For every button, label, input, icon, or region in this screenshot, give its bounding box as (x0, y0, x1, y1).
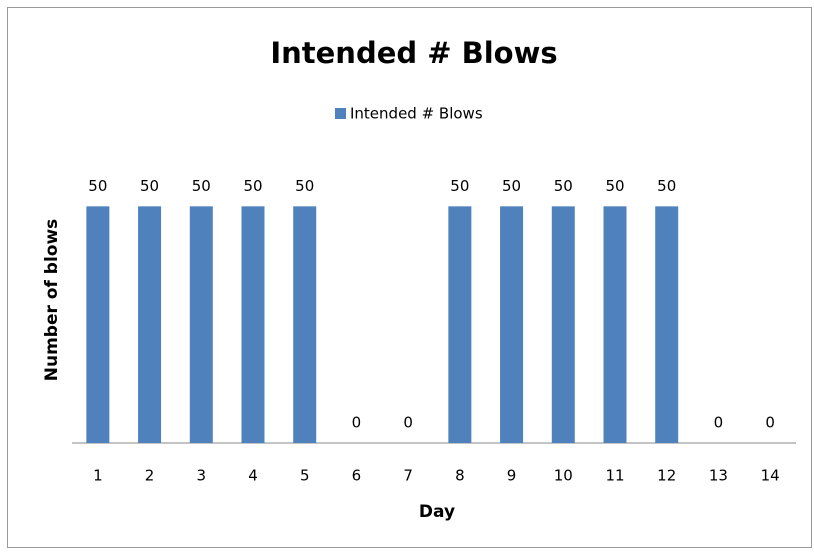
x-tick-label: 14 (761, 467, 780, 485)
x-tick-label: 9 (507, 467, 517, 485)
data-label: 50 (450, 177, 469, 195)
bar (293, 206, 317, 443)
data-label: 50 (605, 177, 624, 195)
y-axis-label: Number of blows (42, 219, 62, 382)
data-label: 0 (714, 414, 724, 432)
x-tick-label: 2 (145, 467, 155, 485)
legend-swatch (335, 108, 346, 119)
data-label: 50 (140, 177, 159, 195)
data-label: 50 (243, 177, 262, 195)
chart-title: Intended # Blows (270, 36, 557, 70)
x-tick-label: 1 (93, 467, 103, 485)
x-tick-label: 4 (248, 467, 258, 485)
bar (500, 206, 524, 443)
data-label: 50 (192, 177, 211, 195)
bar (86, 206, 110, 443)
data-label: 50 (295, 177, 314, 195)
data-label: 0 (765, 414, 775, 432)
bar (655, 206, 679, 443)
x-tick-label: 7 (403, 467, 413, 485)
data-label: 50 (554, 177, 573, 195)
data-label: 0 (403, 414, 413, 432)
x-tick-label: 13 (709, 467, 728, 485)
x-tick-label: 12 (657, 467, 676, 485)
bar (603, 206, 627, 443)
data-label: 50 (502, 177, 521, 195)
bar (551, 206, 575, 443)
bar (241, 206, 265, 443)
bar (189, 206, 213, 443)
x-tick-label: 10 (554, 467, 573, 485)
data-label: 50 (657, 177, 676, 195)
x-tick-label: 11 (605, 467, 624, 485)
x-axis-label: Day (419, 502, 455, 522)
bar (138, 206, 162, 443)
x-tick-label: 5 (300, 467, 310, 485)
x-tick-label: 3 (197, 467, 207, 485)
x-tick-label: 6 (352, 467, 362, 485)
data-label: 50 (88, 177, 107, 195)
x-tick-label: 8 (455, 467, 465, 485)
data-label: 0 (352, 414, 362, 432)
bar (448, 206, 472, 443)
legend-label: Intended # Blows (350, 105, 483, 123)
